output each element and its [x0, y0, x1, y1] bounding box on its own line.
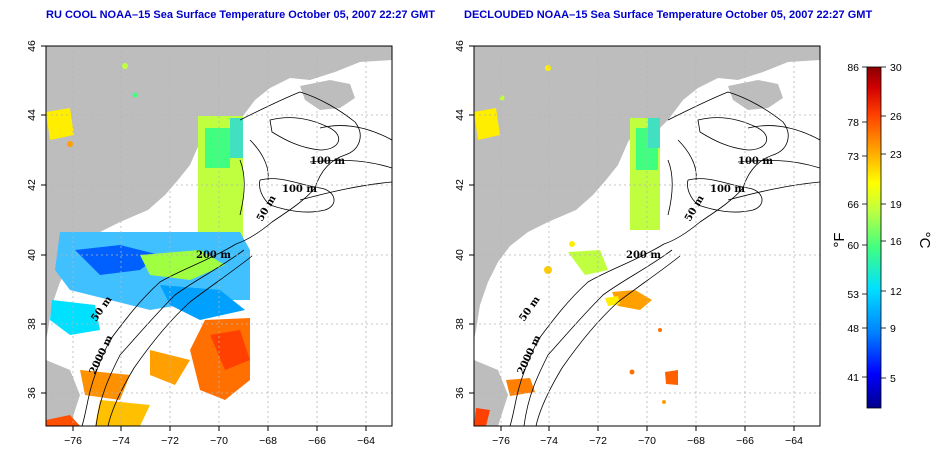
right-xtick-0: −76	[492, 435, 510, 447]
right-land	[474, 46, 820, 340]
cb-f-tick-2: 73	[847, 151, 859, 163]
right-xtick-1: −74	[540, 435, 558, 447]
right-grid	[474, 46, 820, 426]
left-sst-patches	[46, 63, 250, 426]
cb-unit-c: °C	[916, 232, 933, 249]
cb-c-tick-5: 12	[890, 286, 902, 298]
right-sst-patches	[474, 65, 678, 426]
right-ytick-5: 36	[454, 387, 466, 399]
right-xtick-4: −68	[687, 435, 705, 447]
right-map-title: DECLOUDED NOAA–15 Sea Surface Temperatur…	[464, 9, 873, 21]
cb-c-tick-2: 23	[890, 149, 902, 161]
left-label-100m-b: 100 m	[282, 184, 317, 195]
right-ytick-3: 40	[454, 249, 466, 261]
colorbar: 86 78 73 66 60 53 48 41 30 26 23 19 16 1…	[831, 62, 933, 409]
colorbar-gradient	[866, 66, 882, 409]
cb-c-tick-0: 30	[890, 62, 902, 74]
cb-c-tick-7: 5	[890, 373, 896, 385]
left-ytick-0: 46	[26, 40, 38, 52]
right-label-200m: 200 m	[626, 250, 661, 261]
right-ytick-2: 42	[454, 179, 466, 191]
cb-unit-f: °F	[831, 232, 848, 247]
cb-f-tick-0: 86	[847, 62, 859, 74]
right-xtick-5: −66	[736, 435, 754, 447]
cb-f-tick-3: 66	[847, 199, 859, 211]
cb-f-tick-6: 48	[847, 323, 859, 335]
left-map-title: RU COOL NOAA–15 Sea Surface Temperature …	[46, 9, 436, 21]
left-grid	[46, 46, 392, 426]
left-xtick-2: −72	[161, 435, 179, 447]
left-xtick-6: −64	[357, 435, 375, 447]
cb-c-tick-1: 26	[890, 111, 902, 123]
left-label-200m: 200 m	[196, 250, 231, 261]
right-label-100m-b: 100 m	[710, 184, 745, 195]
left-xtick-3: −70	[210, 435, 228, 447]
left-xtick-5: −66	[308, 435, 326, 447]
cb-c-tick-3: 19	[890, 199, 902, 211]
right-ytick-0: 46	[454, 40, 466, 52]
left-ytick-3: 40	[26, 249, 38, 261]
left-map: 100 m 100 m 50 m 200 m 50 m 2000 m −76 −…	[26, 40, 393, 447]
left-land	[46, 46, 392, 340]
cb-c-tick-6: 9	[890, 323, 896, 335]
right-ytick-4: 38	[454, 318, 466, 330]
left-xtick-4: −68	[259, 435, 277, 447]
right-ytick-1: 44	[454, 109, 466, 121]
right-map: 100 m 100 m 50 m 200 m 50 m 2000 m −76 −…	[454, 40, 821, 447]
left-label-100m-a: 100 m	[310, 156, 345, 167]
cb-c-tick-4: 16	[890, 236, 902, 248]
right-xtick-3: −70	[638, 435, 656, 447]
left-ytick-2: 42	[26, 179, 38, 191]
left-xtick-0: −76	[64, 435, 82, 447]
cb-f-tick-1: 78	[847, 117, 859, 129]
left-ytick-1: 44	[26, 109, 38, 121]
right-xtick-2: −72	[589, 435, 607, 447]
left-contours	[81, 91, 392, 426]
right-xtick-6: −64	[785, 435, 803, 447]
left-ytick-4: 38	[26, 318, 38, 330]
cb-f-tick-7: 41	[847, 372, 859, 384]
cb-f-tick-5: 53	[847, 289, 859, 301]
right-contours	[509, 91, 820, 426]
left-xtick-1: −74	[112, 435, 130, 447]
cb-f-tick-4: 60	[847, 240, 859, 252]
left-ytick-5: 36	[26, 387, 38, 399]
right-label-100m-a: 100 m	[738, 156, 773, 167]
